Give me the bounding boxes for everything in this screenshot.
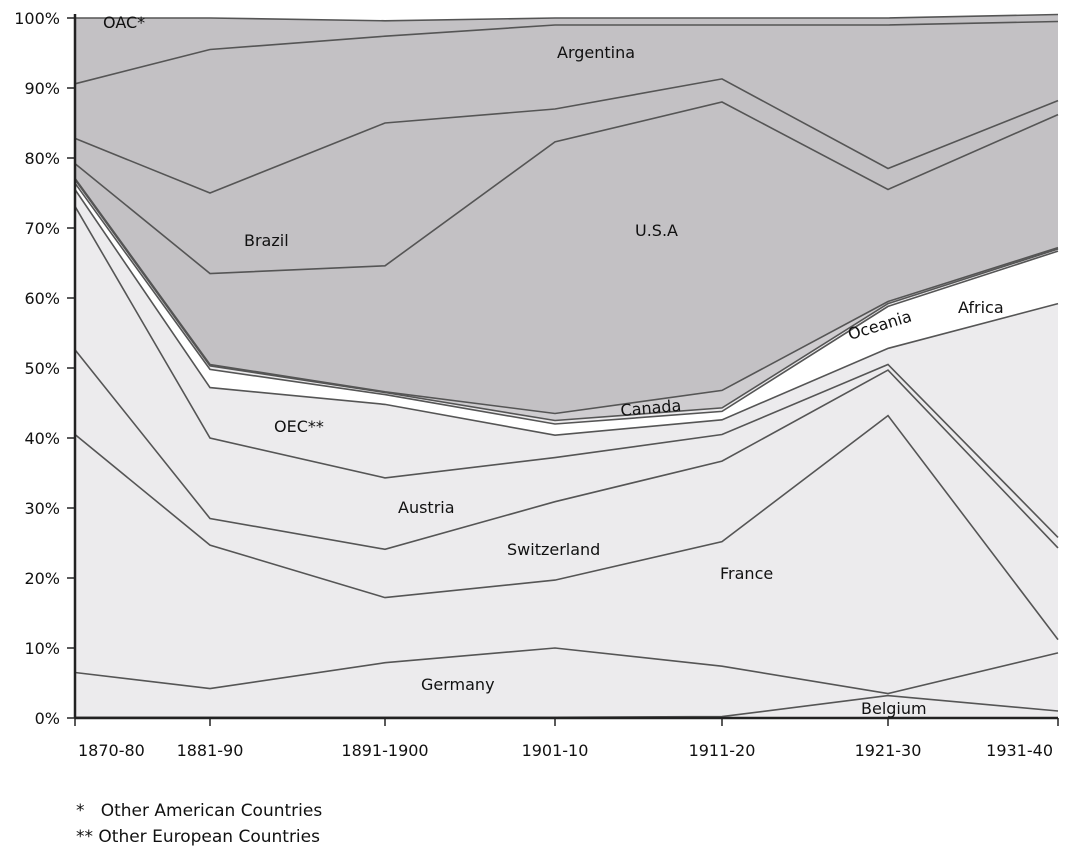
y-tick-label: 40% [24, 429, 60, 448]
area-france [75, 415, 1058, 694]
boundary-africa [74, 182, 1059, 425]
x-tick-label: 1881-90 [177, 741, 244, 760]
label-oac: OAC* [103, 13, 145, 32]
boundary-oac [75, 13, 1059, 22]
footnote-oec: ** Other European Countries [76, 827, 320, 847]
boundary-germany [74, 647, 1059, 695]
y-axis-ticks: 0% 10% 20% 30% 40% 50% 60% 70% 80% 90% 100% [14, 9, 75, 728]
label-africa: Africa [958, 298, 1004, 317]
x-tick-label: 1891-1900 [341, 741, 428, 760]
label-argentina: Argentina [557, 43, 635, 62]
x-tick-label: 1901-10 [522, 741, 589, 760]
area-switzerland [75, 349, 1058, 640]
boundary-argentina [74, 20, 1059, 85]
footnote-oac: * Other American Countries [76, 801, 323, 821]
x-tick-label: 1921-30 [855, 741, 922, 760]
area-brazil [75, 78, 1058, 274]
y-tick-label: 20% [24, 569, 60, 588]
label-germany: Germany [421, 675, 495, 694]
y-tick-label: 100% [14, 9, 60, 28]
label-belgium: Belgium [861, 699, 927, 718]
y-tick-label: 0% [35, 709, 60, 728]
label-oec: OEC** [274, 417, 324, 436]
y-tick-label: 70% [24, 219, 60, 238]
x-axis-ticks: 1870-80 1881-90 1891-1900 1901-10 1911-20 192… [74, 718, 1059, 760]
boundary-lines [74, 13, 1059, 719]
boundary-austria [74, 205, 1059, 538]
boundary-switzerland [74, 349, 1059, 551]
label-brazil: Brazil [244, 231, 289, 250]
boundary-u-s-a [74, 101, 1059, 275]
area-africa [75, 183, 1058, 436]
label-usa: U.S.A [635, 221, 678, 240]
y-tick-label: 50% [24, 359, 60, 378]
y-tick-label: 10% [24, 639, 60, 658]
boundary-brazil [74, 78, 1059, 194]
y-tick-label: 60% [24, 289, 60, 308]
label-austria: Austria [398, 498, 455, 517]
area-oac [75, 14, 1058, 84]
area-u-s-a [75, 102, 1058, 414]
x-tick-label: 1931-40 [986, 741, 1053, 760]
x-tick-label: 1911-20 [689, 741, 756, 760]
area-argentina [75, 21, 1058, 193]
y-tick-label: 80% [24, 149, 60, 168]
area-oec [75, 189, 1058, 538]
y-tick-label: 90% [24, 79, 60, 98]
boundary-oceania [74, 179, 1059, 422]
area-germany [75, 648, 1058, 718]
label-france: France [720, 564, 773, 583]
label-switzerland: Switzerland [507, 540, 600, 559]
y-tick-label: 30% [24, 499, 60, 518]
boundary-oec [74, 189, 1059, 437]
x-tick-label: 1870-80 [78, 741, 145, 760]
boundary-france [74, 414, 1059, 641]
area-belgium [75, 695, 1058, 718]
boundary-canada [74, 177, 1059, 415]
